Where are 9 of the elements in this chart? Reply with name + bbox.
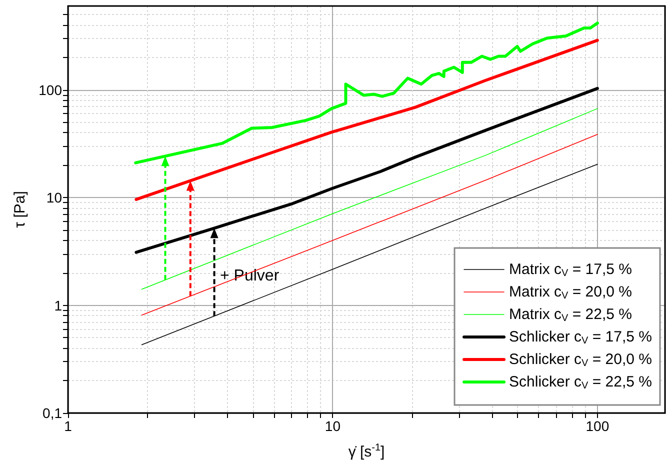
x-tick-label: 10 <box>324 418 341 434</box>
x-tick-label: 100 <box>586 418 610 434</box>
annotation: + Pulver <box>220 268 280 284</box>
y-tick-label: 0,1 <box>42 405 62 421</box>
y-tick-label: 10 <box>46 190 62 206</box>
x-tick-label: 1 <box>64 418 72 434</box>
y-tick-label: 1 <box>54 297 62 314</box>
y-axis-title: τ [Pa] <box>12 191 29 228</box>
y-tick-label: 100 <box>38 82 62 98</box>
